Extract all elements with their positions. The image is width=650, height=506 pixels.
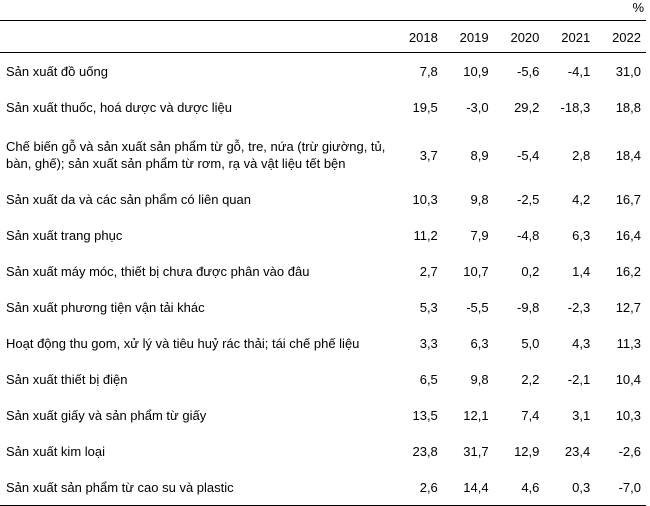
value-cell: 10,3 <box>615 407 641 423</box>
row-label: Sản xuất giấy và sản phẩm từ giấy <box>6 407 207 423</box>
value-cell: 2,2 <box>521 371 540 387</box>
table-row: Sản xuất trang phục 11,2 7,9 -4,8 6,3 16,4 <box>0 217 646 253</box>
table-row: Sản xuất giấy và sản phẩm từ giấy 13,5 12,… <box>0 397 646 433</box>
value-cell: -2,1 <box>567 371 591 387</box>
value-cell: 2,6 <box>419 479 438 495</box>
value-cell: 12,7 <box>615 299 641 315</box>
value-cell: 23,4 <box>564 443 591 459</box>
value-cell: -18,3 <box>560 99 591 115</box>
value-cell: -9,8 <box>516 299 540 315</box>
value-cell: 4,6 <box>521 479 540 495</box>
value-cell: 6,5 <box>419 371 438 387</box>
table-row: Hoạt động thu gom, xử lý và tiêu huỷ rác… <box>0 325 646 361</box>
value-cell: 19,5 <box>412 99 438 115</box>
row-label: Sản xuất phương tiện vận tải khác <box>6 299 205 315</box>
row-label: Sản xuất kim loại <box>6 443 105 459</box>
value-cell: 16,4 <box>615 227 641 243</box>
value-cell: -5,6 <box>516 63 540 79</box>
row-label: Sản xuất sản phẩm từ cao su và plastic <box>6 479 234 495</box>
year-header: 2018 <box>408 30 438 45</box>
table-row: Sản xuất thuốc, hoá dược và dược liệu 19,… <box>0 89 646 125</box>
value-cell: 6,3 <box>470 335 489 351</box>
header-blank <box>0 21 392 53</box>
row-label: Sản xuất thiết bị điện <box>6 371 128 387</box>
value-cell: 31,7 <box>463 443 489 459</box>
value-cell: -7,0 <box>618 479 641 495</box>
value-cell: -5,4 <box>516 147 540 163</box>
row-label: Sản xuất máy móc, thiết bị chưa được phâ… <box>6 263 310 279</box>
header-row: 2018 2019 2020 2021 2022 <box>0 20 646 53</box>
value-cell: -2,6 <box>618 443 641 459</box>
table-row: Sản xuất thiết bị điện 6,5 9,8 2,2 -2,1 10,4 <box>0 361 646 397</box>
table-row: Sản xuất đồ uống 7,8 10,9 -5,6 -4,1 31,0 <box>0 53 646 90</box>
year-header: 2019 <box>459 30 489 45</box>
table-row: Sản xuất kim loại 23,8 31,7 12,9 23,4 -2,6 <box>0 433 646 469</box>
row-label: Chế biến gỗ và sản xuất sản phẩm từ gỗ, … <box>6 139 386 171</box>
value-cell: 7,4 <box>521 407 540 423</box>
year-header: 2021 <box>561 30 591 45</box>
value-cell: -2,3 <box>567 299 591 315</box>
row-label: Hoạt động thu gom, xử lý và tiêu huỷ rác… <box>6 335 360 351</box>
value-cell: 16,7 <box>615 191 641 207</box>
value-cell: 3,7 <box>419 147 438 163</box>
value-cell: -5,5 <box>466 299 489 315</box>
value-cell: 10,4 <box>615 371 641 387</box>
row-label: Sản xuất đồ uống <box>6 63 108 79</box>
value-cell: 9,8 <box>470 371 489 387</box>
value-cell: 11,2 <box>413 227 438 243</box>
row-label: Sản xuất thuốc, hoá dược và dược liệu <box>6 99 232 115</box>
value-cell: 31,0 <box>615 63 641 79</box>
value-cell: 10,3 <box>412 191 438 207</box>
value-cell: 6,3 <box>572 227 591 243</box>
table-body: Sản xuất đồ uống 7,8 10,9 -5,6 -4,1 31,0 Sản x… <box>0 53 646 506</box>
value-cell: 7,9 <box>470 227 489 243</box>
unit-label: % <box>632 0 644 15</box>
table-row: Sản xuất sản phẩm từ cao su và plastic 2,… <box>0 469 646 506</box>
value-cell: 0,2 <box>521 263 540 279</box>
value-cell: 16,2 <box>615 263 641 279</box>
value-cell: 18,8 <box>615 99 641 115</box>
value-cell: 2,8 <box>572 147 591 163</box>
value-cell: -3,0 <box>466 99 489 115</box>
value-cell: 9,8 <box>470 191 489 207</box>
row-label: Sản xuất trang phục <box>6 227 123 243</box>
value-cell: 2,7 <box>419 263 438 279</box>
value-cell: 14,4 <box>463 479 489 495</box>
table-row: Sản xuất máy móc, thiết bị chưa được phâ… <box>0 253 646 289</box>
value-cell: 4,3 <box>572 335 591 351</box>
value-cell: -4,1 <box>567 63 591 79</box>
value-cell: 0,3 <box>572 479 591 495</box>
value-cell: 5,3 <box>419 299 438 315</box>
value-cell: 12,9 <box>514 443 540 459</box>
value-cell: 3,3 <box>419 335 438 351</box>
value-cell: 11,3 <box>616 335 641 351</box>
value-cell: 8,9 <box>470 147 489 163</box>
value-cell: 1,4 <box>572 263 591 279</box>
value-cell: 10,9 <box>463 63 489 79</box>
year-header: 2020 <box>510 30 540 45</box>
value-cell: 12,1 <box>463 407 489 423</box>
growth-table: 2018 2019 2020 2021 2022 Sản xuất đồ uốn… <box>0 20 646 506</box>
value-cell: 5,0 <box>521 335 540 351</box>
value-cell: 23,8 <box>412 443 438 459</box>
value-cell: -4,8 <box>516 227 540 243</box>
value-cell: 18,4 <box>615 147 641 163</box>
value-cell: 4,2 <box>572 191 591 207</box>
value-cell: -2,5 <box>516 191 540 207</box>
value-cell: 29,2 <box>514 99 540 115</box>
value-cell: 3,1 <box>572 407 591 423</box>
table-row: Chế biến gỗ và sản xuất sản phẩm từ gỗ, … <box>0 125 646 181</box>
value-cell: 13,5 <box>412 407 438 423</box>
year-header: 2022 <box>612 30 641 45</box>
value-cell: 7,8 <box>419 63 438 79</box>
value-cell: 10,7 <box>463 263 489 279</box>
row-label: Sản xuất da và các sản phẩm có liên quan <box>6 191 251 207</box>
table-row: Sản xuất da và các sản phẩm có liên quan… <box>0 181 646 217</box>
table-row: Sản xuất phương tiện vận tải khác 5,3 -5,5… <box>0 289 646 325</box>
